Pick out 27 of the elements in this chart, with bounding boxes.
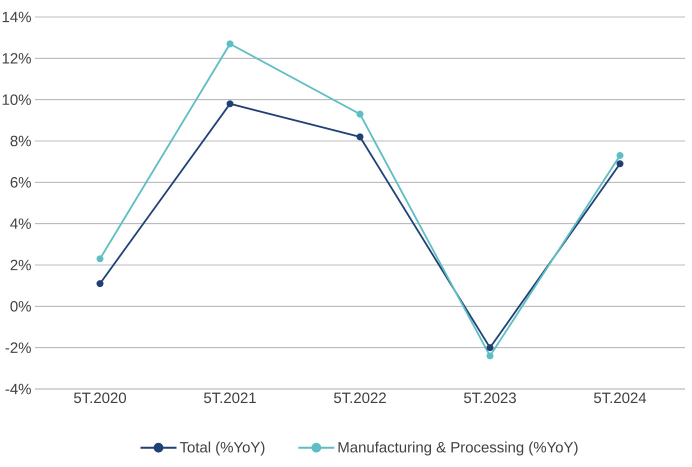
- point: [356, 133, 364, 140]
- point: [96, 255, 104, 262]
- point: [226, 40, 234, 48]
- y-tick-label: 0%: [10, 301, 31, 312]
- y-tick-label: 2%: [10, 260, 31, 270]
- point: [616, 160, 624, 168]
- y-tick-label: -4%: [6, 384, 31, 394]
- y-tick-label: 12%: [2, 53, 31, 64]
- legend-label: Manufacturing & Processing (%YoY): [338, 442, 578, 456]
- y-tick-label: 8%: [10, 136, 31, 146]
- x-tick-label: 5T.2021: [204, 392, 256, 404]
- x-tick-label: 5T.2020: [74, 392, 126, 404]
- point: [96, 280, 104, 288]
- y-tick-label: 4%: [10, 218, 31, 229]
- y-tick-label: 14%: [2, 12, 31, 22]
- point: [226, 100, 234, 108]
- y-tick-label: 10%: [2, 94, 31, 105]
- legend-label: Total (%YoY): [180, 442, 264, 456]
- x-tick-label: 5T.2023: [464, 392, 516, 404]
- x-tick-label: 5T.2024: [594, 392, 646, 404]
- y-tick-label: 6%: [10, 177, 31, 188]
- point: [486, 344, 494, 352]
- point: [356, 110, 364, 118]
- y-tick-label: -2%: [6, 342, 31, 353]
- x-tick-label: 5T.2022: [334, 392, 386, 404]
- point: [486, 352, 494, 360]
- point: [616, 152, 624, 159]
